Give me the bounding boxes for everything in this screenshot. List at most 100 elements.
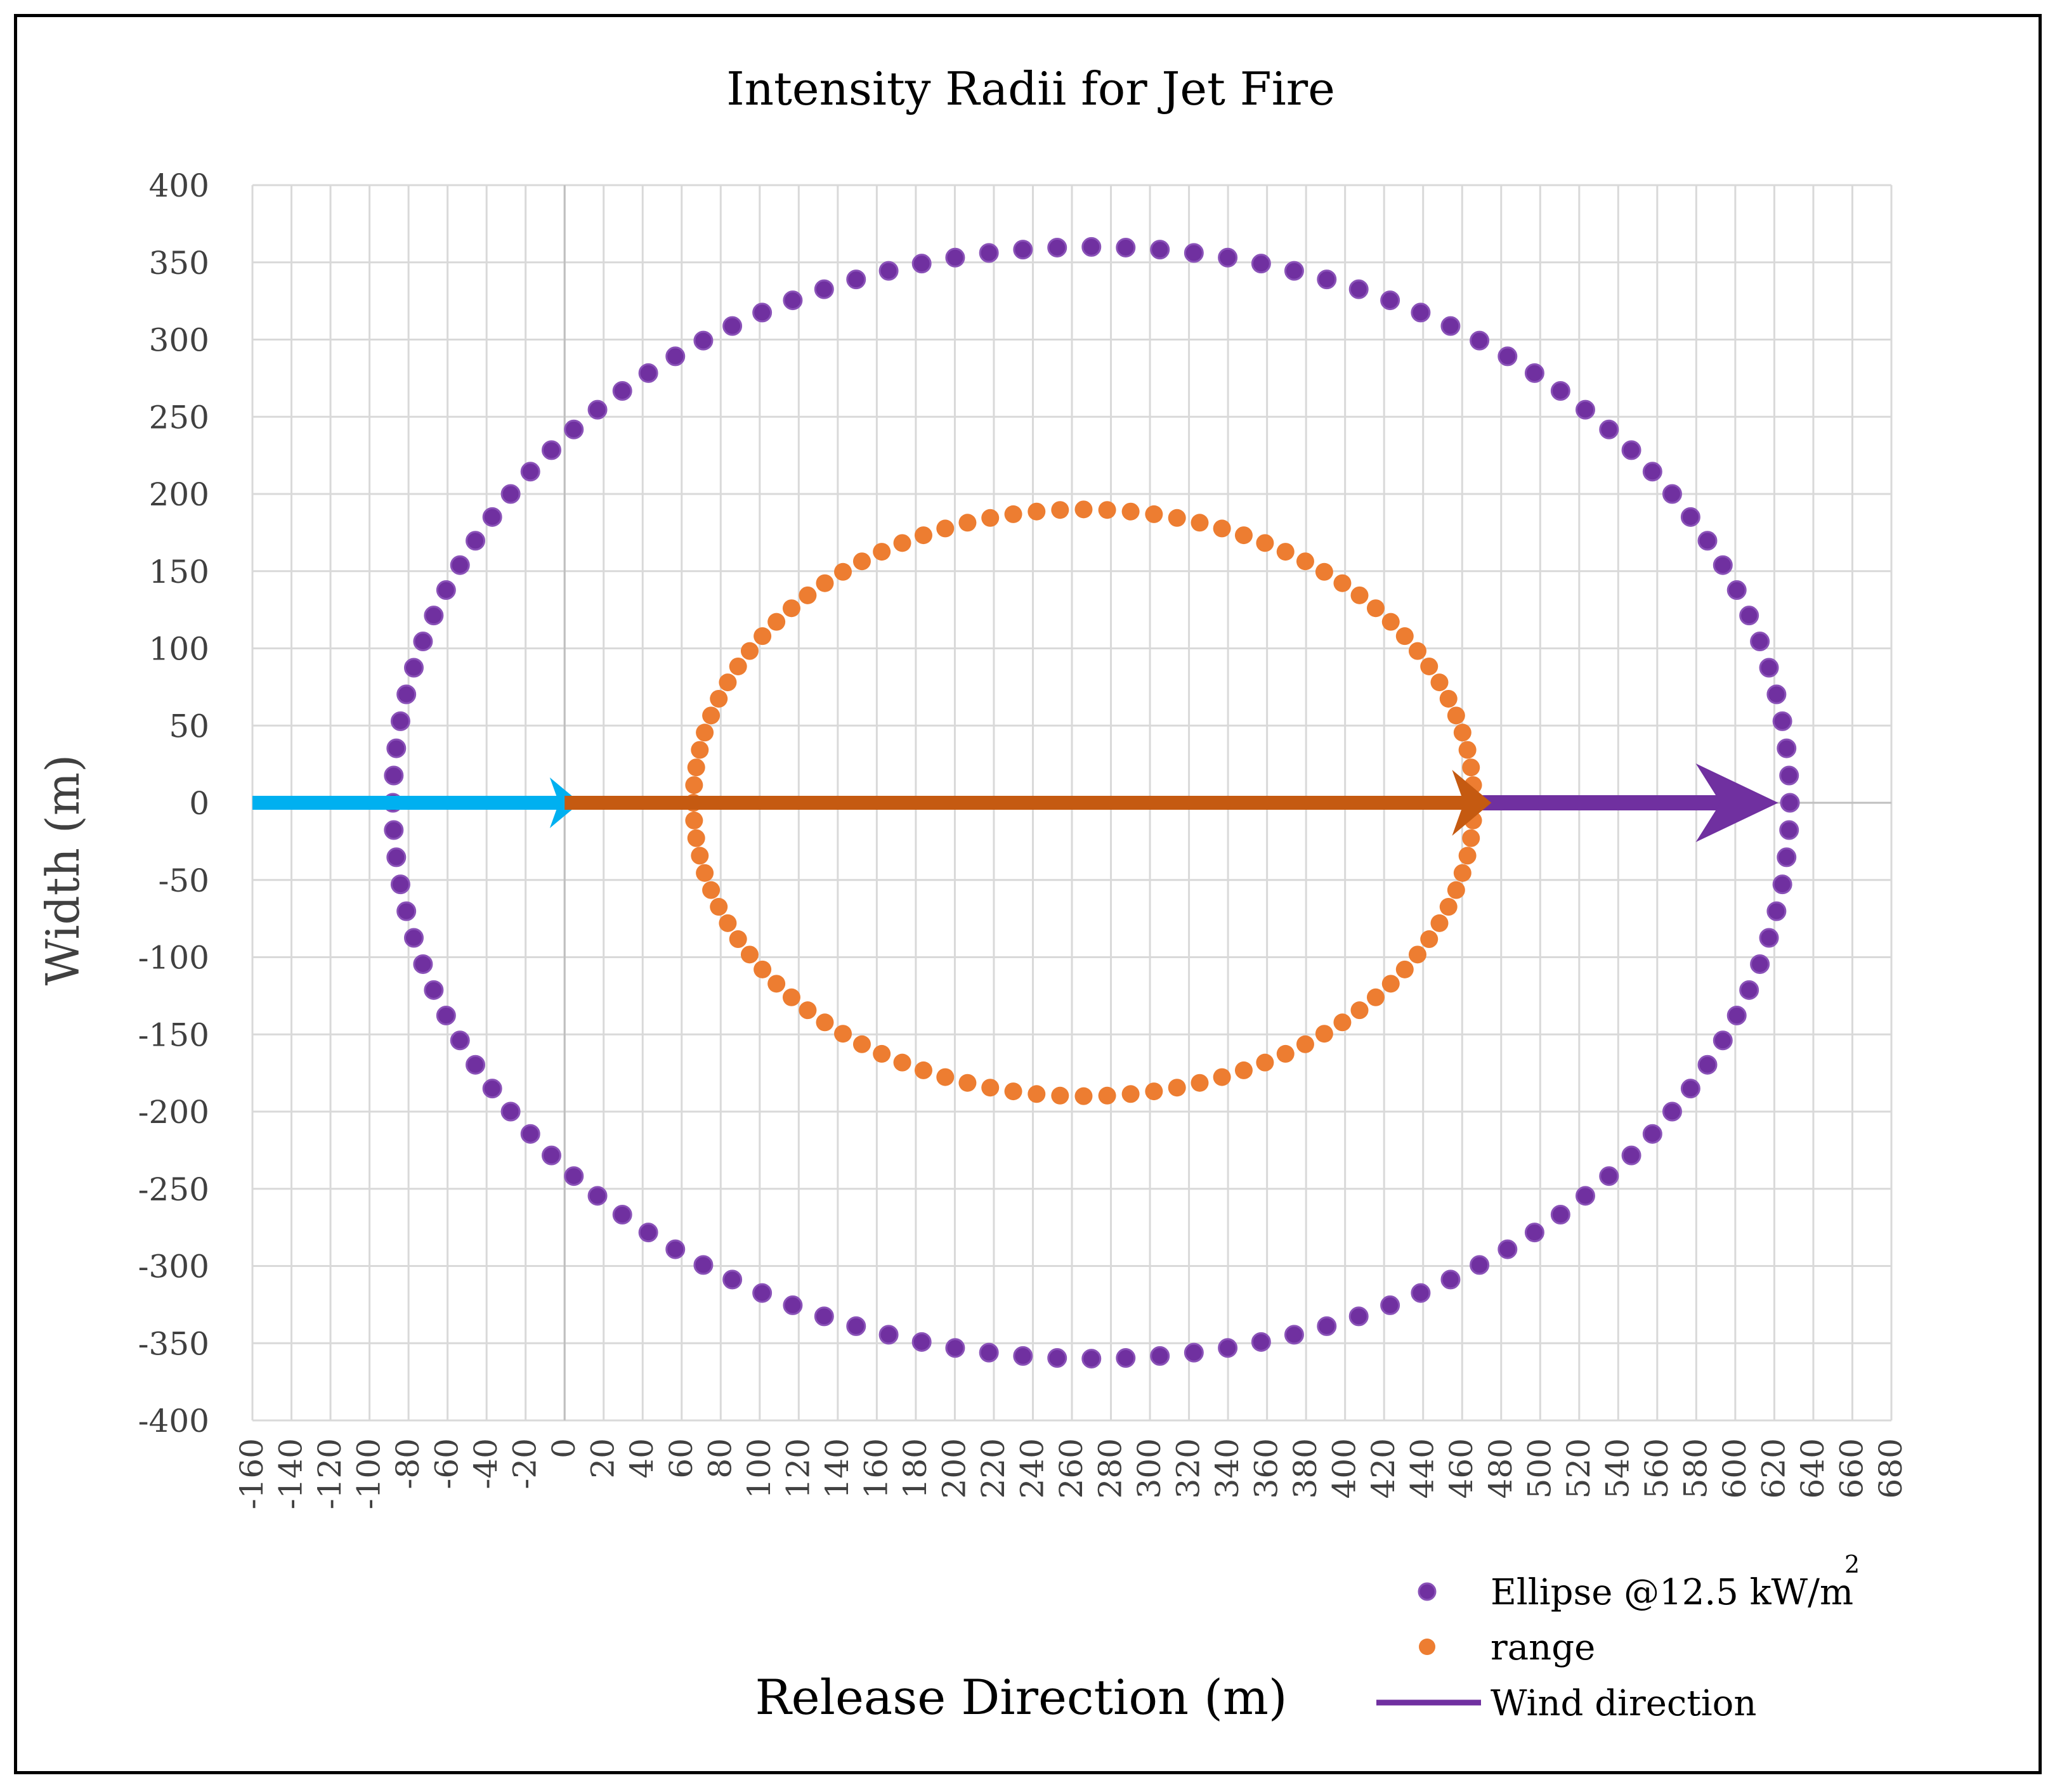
range-point xyxy=(1395,960,1414,978)
ellipse-point xyxy=(722,316,743,336)
ellipse-point xyxy=(1440,316,1461,336)
ellipse-point xyxy=(1739,606,1759,626)
x-tick-label: 400 xyxy=(1326,1438,1363,1498)
ellipse-point xyxy=(814,1306,834,1327)
y-tick-label: 50 xyxy=(169,708,209,744)
range-point xyxy=(1191,514,1209,532)
x-tick-label: 660 xyxy=(1833,1438,1870,1498)
ellipse-point xyxy=(1766,684,1787,704)
range-point xyxy=(1234,526,1253,545)
x-tick-label: 540 xyxy=(1599,1438,1636,1498)
range-point xyxy=(1315,562,1333,581)
ellipse-point xyxy=(1772,874,1792,895)
ellipse-point xyxy=(1772,711,1792,731)
range-point xyxy=(893,534,911,552)
x-tick-label: 640 xyxy=(1794,1438,1831,1498)
range-point xyxy=(1430,914,1449,932)
range-point xyxy=(767,613,786,631)
range-point xyxy=(1366,988,1385,1006)
range-point xyxy=(958,514,977,532)
range-point xyxy=(782,599,800,618)
ellipse-point xyxy=(612,380,632,401)
ellipse-point xyxy=(1284,1325,1304,1345)
range-point xyxy=(691,847,709,865)
ellipse-point xyxy=(1759,658,1779,678)
range-point xyxy=(873,543,891,561)
y-tick-label: -400 xyxy=(138,1403,209,1439)
ellipse-point xyxy=(1662,1101,1682,1122)
range-point xyxy=(1276,1044,1295,1063)
x-tick-label: -60 xyxy=(429,1438,466,1490)
ellipse-point xyxy=(564,1166,584,1186)
ellipse-point xyxy=(1284,261,1304,281)
ellipse-point xyxy=(814,279,834,299)
ellipse-point xyxy=(1550,1205,1570,1225)
x-tick-label: 120 xyxy=(780,1438,816,1498)
ellipse-point xyxy=(1251,254,1271,274)
ellipse-point xyxy=(1317,1316,1337,1336)
ellipse-point xyxy=(1150,240,1170,260)
range-point xyxy=(696,864,714,882)
x-tick-label: -120 xyxy=(311,1438,348,1509)
range-point xyxy=(816,574,834,592)
x-tick-label: 100 xyxy=(741,1438,778,1498)
ellipse-point xyxy=(911,254,932,274)
ellipse-point xyxy=(1697,1055,1718,1075)
ellipse-point xyxy=(1498,346,1518,367)
ellipse-point xyxy=(1621,440,1641,460)
range-point xyxy=(691,741,709,759)
ellipse-point xyxy=(1524,363,1544,383)
ellipse-point xyxy=(436,580,456,601)
ellipse-point xyxy=(979,1342,999,1363)
range-point xyxy=(1408,642,1426,660)
x-tick-label: 380 xyxy=(1287,1438,1324,1498)
ellipse-point xyxy=(665,346,686,367)
ellipse-point xyxy=(1116,237,1136,257)
ellipse-point xyxy=(390,874,410,895)
range-point xyxy=(1051,501,1069,519)
x-tick-label: 240 xyxy=(1014,1438,1050,1498)
x-tick-label: 220 xyxy=(975,1438,1012,1498)
range-point xyxy=(1145,1082,1163,1101)
ellipse-point xyxy=(638,363,658,383)
ellipse-point xyxy=(1251,1332,1271,1352)
ellipse-point xyxy=(384,820,404,840)
range-point xyxy=(1276,543,1295,561)
x-tick-label: 520 xyxy=(1560,1438,1597,1498)
y-tick-label: -300 xyxy=(138,1249,209,1285)
y-tick-label: -350 xyxy=(138,1325,209,1362)
ellipse-point xyxy=(1348,279,1369,299)
range-point xyxy=(1121,502,1140,521)
ellipse-point xyxy=(1780,793,1800,813)
range-point xyxy=(1366,599,1385,618)
ellipse-point xyxy=(564,419,584,439)
ellipse-point xyxy=(1713,1030,1733,1051)
ellipse-point xyxy=(1047,1348,1067,1368)
ellipse-point xyxy=(1013,1346,1033,1366)
range-point xyxy=(687,758,705,777)
range-point xyxy=(1350,1001,1369,1020)
ellipse-point xyxy=(911,1332,932,1352)
range-point xyxy=(1121,1085,1140,1103)
ellipse-point xyxy=(450,555,470,575)
ellipse-point xyxy=(1524,1223,1544,1243)
y-tick-label: -100 xyxy=(138,940,209,977)
ellipse-point xyxy=(450,1030,470,1051)
chart-frame xyxy=(14,14,2042,1774)
range-point xyxy=(740,945,759,964)
x-tick-label: 160 xyxy=(858,1438,894,1498)
ellipse-point xyxy=(482,507,502,527)
ellipse-point xyxy=(384,765,404,786)
range-point xyxy=(767,975,786,993)
range-point xyxy=(729,930,747,949)
range-point xyxy=(1381,975,1400,993)
ellipse-point xyxy=(1777,738,1797,758)
x-tick-label: 500 xyxy=(1521,1438,1558,1498)
x-tick-label: 340 xyxy=(1209,1438,1246,1498)
range-point xyxy=(754,960,772,978)
x-tick-label: 620 xyxy=(1755,1438,1792,1498)
range-point xyxy=(1315,1025,1333,1043)
range-point xyxy=(1430,673,1449,692)
range-point xyxy=(1420,930,1439,949)
